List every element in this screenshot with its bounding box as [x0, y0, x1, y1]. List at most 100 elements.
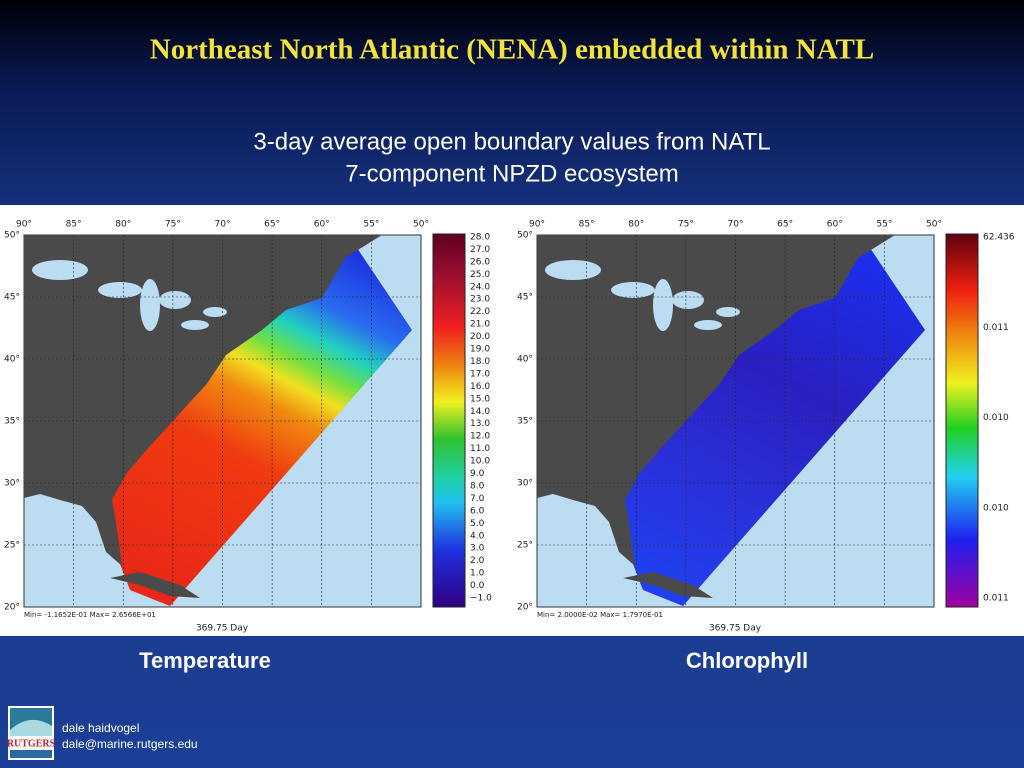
lat-label: 30°	[517, 479, 533, 489]
lat-label: 40°	[4, 355, 20, 365]
logo-text: RUTGERS	[7, 738, 56, 749]
caption: Temperature	[139, 648, 271, 673]
lat-label: 20°	[4, 603, 20, 613]
lon-label: 90°	[16, 220, 32, 230]
colorbar-label: 10.0	[470, 457, 490, 467]
colorbar-label: 0.011	[983, 323, 1009, 333]
lat-label: 30°	[4, 479, 20, 489]
colorbar-label: 26.0	[470, 257, 490, 267]
colorbar	[432, 233, 466, 608]
lat-label: 50°	[4, 231, 20, 241]
colorbar-label: 13.0	[470, 419, 490, 429]
lon-label: 90°	[529, 220, 545, 230]
lon-label: 65°	[777, 220, 793, 230]
lon-label: 50°	[413, 220, 429, 230]
colorbar-label: 12.0	[470, 432, 490, 442]
island	[623, 572, 713, 598]
lon-label: 70°	[728, 220, 744, 230]
lat-label: 40°	[517, 355, 533, 365]
subtitle: 7-component NPZD ecosystem	[345, 160, 678, 187]
lon-label: 75°	[678, 220, 694, 230]
caption: Chlorophyll	[686, 648, 808, 673]
colorbar-label: 23.0	[470, 295, 490, 305]
model-domain	[24, 245, 412, 606]
lon-label: 85°	[66, 220, 82, 230]
colorbar-label: 17.0	[470, 369, 490, 379]
lat-label: 25°	[4, 541, 20, 551]
lon-label: 65°	[264, 220, 280, 230]
lat-label: 35°	[517, 417, 533, 427]
colorbar-label: 2.0	[470, 556, 485, 566]
lake	[611, 282, 655, 298]
colorbar-label: 8.0	[470, 481, 485, 491]
lake	[694, 320, 722, 330]
lon-label: 85°	[579, 220, 595, 230]
lat-label: 50°	[517, 231, 533, 241]
colorbar-label: 18.0	[470, 357, 490, 367]
subtitle: 3-day average open boundary values from …	[253, 128, 770, 155]
colorbar-label: 3.0	[470, 544, 485, 554]
lake	[98, 282, 142, 298]
colorbar-label: 25.0	[470, 270, 490, 280]
colorbar-label: 28.0	[470, 233, 490, 243]
lon-label: 55°	[363, 220, 379, 230]
colorbar-label: 6.0	[470, 506, 485, 516]
panels: 90° 85° 80° 75° 70° 65° 60° 55° 50° 50° 45° 40° 35° 3…	[4, 220, 1015, 673]
colorbar-label: 0.010	[983, 503, 1009, 513]
lake	[140, 279, 160, 331]
lake	[159, 291, 191, 309]
colorbar-label: 24.0	[470, 282, 490, 292]
lake	[545, 260, 601, 280]
lon-label: 55°	[876, 220, 892, 230]
time-label: 369.75 Day	[709, 624, 762, 634]
colorbar-label: 7.0	[470, 494, 485, 504]
lon-label: 70°	[215, 220, 231, 230]
lat-label: 35°	[4, 417, 20, 427]
colorbar-label: 11.0	[470, 444, 490, 454]
stats: Min= 2.0000E-02 Max= 1.7970E-01	[537, 611, 663, 619]
colorbar-label: 0.011	[983, 594, 1009, 604]
lake	[672, 291, 704, 309]
author: dale haidvogel	[62, 721, 139, 735]
lon-label: 80°	[115, 220, 131, 230]
colorbar-label: 22.0	[470, 307, 490, 317]
logo: RUTGERS	[7, 706, 56, 760]
lat-label: 20°	[517, 603, 533, 613]
colorbar-label: 0.010	[983, 413, 1009, 423]
colorbar-label: 9.0	[470, 469, 485, 479]
lat-label: 45°	[517, 293, 533, 303]
model-domain	[537, 245, 925, 606]
colorbar-label: 19.0	[470, 345, 490, 355]
colorbar-label: 15.0	[470, 394, 490, 404]
colorbar-label: 20.0	[470, 332, 490, 342]
stats: Min= -1.1652E-01 Max= 2.6566E+01	[24, 611, 156, 619]
colorbar-label: 21.0	[470, 320, 490, 330]
lake	[716, 307, 740, 317]
colorbar-label: 5.0	[470, 519, 485, 529]
colorbar-label: 16.0	[470, 382, 490, 392]
lon-label: 75°	[165, 220, 181, 230]
lon-label: 50°	[926, 220, 942, 230]
email: dale@marine.rutgers.edu	[62, 737, 198, 751]
lake	[653, 279, 673, 331]
colorbar-label: 14.0	[470, 407, 490, 417]
colorbar-label: 27.0	[470, 245, 490, 255]
colorbar-label: 1.0	[470, 569, 485, 579]
title: Northeast North Atlantic (NENA) embedded…	[150, 34, 874, 66]
colorbar-label: 62.436	[983, 233, 1015, 243]
lake	[203, 307, 227, 317]
lon-label: 80°	[628, 220, 644, 230]
lon-label: 60°	[314, 220, 330, 230]
colorbar	[945, 233, 979, 608]
lat-label: 45°	[4, 293, 20, 303]
lake	[32, 260, 88, 280]
island	[110, 572, 200, 598]
lon-label: 60°	[827, 220, 843, 230]
colorbar-label: −1.0	[470, 594, 492, 604]
lat-label: 25°	[517, 541, 533, 551]
colorbar-label: 4.0	[470, 531, 485, 541]
colorbar-label: 0.0	[470, 581, 485, 591]
lake	[181, 320, 209, 330]
time-label: 369.75 Day	[196, 624, 249, 634]
